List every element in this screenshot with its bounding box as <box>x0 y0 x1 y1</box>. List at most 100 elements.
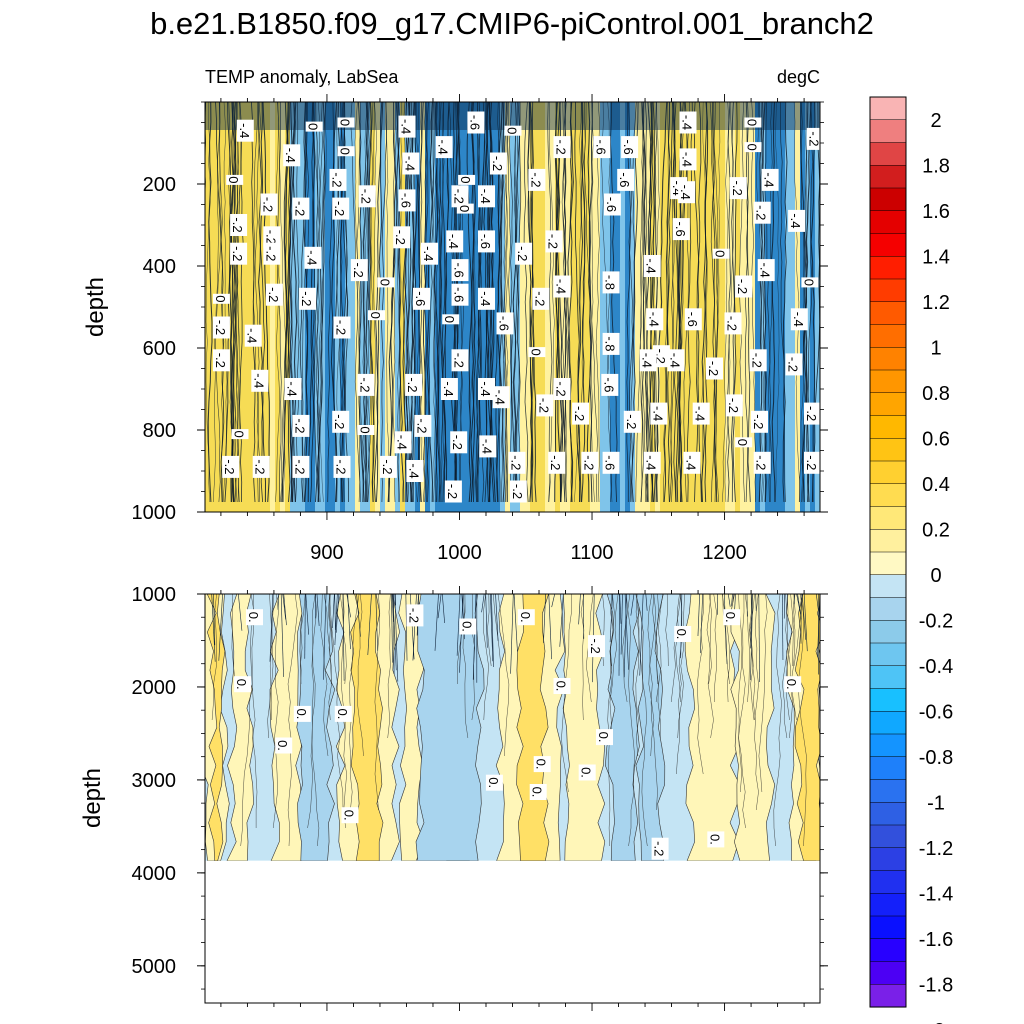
svg-text:-.2: -.2 <box>230 246 245 261</box>
svg-text:-.6: -.6 <box>497 316 512 331</box>
colorbar-swatch <box>869 893 907 917</box>
svg-text:-.2: -.2 <box>292 201 307 216</box>
lower-contour-label: -.2 <box>406 604 424 627</box>
upper-contour-label: -.2 <box>528 168 546 191</box>
upper-contour-label: 0 <box>357 425 375 435</box>
svg-text:-.2: -.2 <box>334 459 349 474</box>
upper-contour-label: 0 <box>442 314 460 325</box>
colorbar-swatch <box>869 779 907 803</box>
upper-contour-label: -.2 <box>393 226 411 249</box>
svg-text:-.2: -.2 <box>532 291 547 306</box>
upper-contour-label: -.4 <box>679 148 697 171</box>
upper-contour-label: -.4 <box>757 259 775 282</box>
lower-y-tick-label: 2000 <box>132 677 177 699</box>
svg-text:-.6: -.6 <box>593 140 608 155</box>
lower-contour-label: 0. <box>784 676 802 693</box>
colorbar-swatch <box>869 347 907 371</box>
lower-contour-label: -.2 <box>588 635 605 658</box>
svg-text:-.2: -.2 <box>490 156 505 171</box>
svg-text:-.2: -.2 <box>548 455 563 470</box>
svg-text:0.: 0. <box>518 612 533 623</box>
upper-contour-label: -.2 <box>222 455 240 478</box>
svg-text:-.6: -.6 <box>617 172 632 187</box>
svg-text:-.2: -.2 <box>351 263 366 278</box>
colorbar-swatch <box>869 802 907 826</box>
upper-contour-label: -.6 <box>621 136 639 159</box>
upper-contour-label: -.2 <box>751 410 768 433</box>
upper-contour-label: -.4 <box>398 115 416 138</box>
upper-y-axis-label: depth <box>82 277 109 337</box>
svg-text:-.4: -.4 <box>399 119 414 134</box>
svg-text:-.2: -.2 <box>299 291 314 306</box>
colorbar-swatch <box>869 256 907 280</box>
upper-contour-label: -.2 <box>292 455 310 478</box>
upper-contour-label: -.6 <box>672 218 690 241</box>
svg-text:-.2: -.2 <box>332 201 347 216</box>
upper-contour-label: -.2 <box>753 201 771 224</box>
left-subtitle: TEMP anomaly, LabSea <box>205 67 399 87</box>
upper-contour-label: -.4 <box>236 119 254 142</box>
upper-contour-label: -.4 <box>679 111 697 134</box>
colorbar-label: -0.6 <box>919 701 953 723</box>
svg-text:-.2: -.2 <box>450 435 465 450</box>
upper-contour-label: -.2 <box>329 168 347 191</box>
svg-text:0: 0 <box>213 295 228 302</box>
svg-text:-.2: -.2 <box>515 246 530 261</box>
upper-contour-label: -.2 <box>230 242 248 265</box>
colorbar-swatch <box>869 460 907 485</box>
svg-text:0: 0 <box>801 279 816 286</box>
svg-text:-.6: -.6 <box>467 115 482 130</box>
lower-contour-label: 0. <box>553 678 571 694</box>
svg-text:-.2: -.2 <box>588 639 603 654</box>
svg-text:0.: 0. <box>486 777 501 788</box>
colorbar-swatch <box>869 438 907 462</box>
upper-contour-label: -.6 <box>603 193 621 216</box>
upper-contour-label: -.4 <box>692 402 710 425</box>
upper-contour-label: -.2 <box>572 402 590 425</box>
upper-contour-label: -.6 <box>601 373 619 396</box>
svg-text:0: 0 <box>377 279 392 286</box>
colorbar-label: 0.6 <box>922 428 950 450</box>
lower-y-tick-label: 4000 <box>132 863 177 885</box>
lower-contour-label: 0. <box>674 626 692 642</box>
upper-contour-label: -.2 <box>515 242 533 265</box>
upper-contour-label: -.2 <box>509 480 527 503</box>
upper-contour-label: -.2 <box>379 455 397 478</box>
colorbar-label: -1.4 <box>919 883 953 905</box>
upper-contour-label: -.2 <box>553 136 571 159</box>
svg-text:0: 0 <box>505 127 520 134</box>
svg-text:-.6: -.6 <box>621 140 636 155</box>
svg-text:-.4: -.4 <box>478 291 493 306</box>
svg-text:-.2: -.2 <box>359 189 374 204</box>
colorbar-swatch <box>869 915 907 940</box>
upper-contour-label: -.2 <box>333 455 351 478</box>
colorbar-label: 1.2 <box>922 292 950 314</box>
svg-text:-.2: -.2 <box>393 230 408 245</box>
upper-contour-label: -.4 <box>421 242 438 265</box>
upper-contour-label: -.4 <box>479 435 497 458</box>
lower-y-tick-label: 1000 <box>132 584 177 606</box>
svg-text:0: 0 <box>357 426 372 433</box>
svg-text:-.2: -.2 <box>263 230 278 245</box>
colorbar-swatch <box>869 324 907 348</box>
upper-contour-label: -.4 <box>643 255 661 277</box>
svg-text:-.2: -.2 <box>406 608 421 623</box>
svg-text:-.4: -.4 <box>646 312 661 327</box>
colorbar-swatch <box>869 233 907 257</box>
upper-contour-label: -.4 <box>394 431 412 454</box>
colorbar-swatch <box>869 506 907 530</box>
x-tick-label: 1200 <box>702 542 747 564</box>
colorbar-swatch <box>869 210 907 235</box>
upper-contour-label: -.2 <box>735 275 753 298</box>
colorbar-swatch <box>869 529 907 553</box>
svg-text:-.6: -.6 <box>685 312 700 327</box>
upper-contour-label: -.2 <box>333 316 351 339</box>
svg-text:-.4: -.4 <box>554 279 569 294</box>
svg-text:0.: 0. <box>707 834 722 845</box>
upper-contour-label: -.2 <box>299 287 317 310</box>
svg-text:-.2: -.2 <box>330 172 345 187</box>
lower-contour-label: 0. <box>341 807 359 824</box>
colorbar-swatch <box>869 733 907 758</box>
svg-text:-.4: -.4 <box>788 213 803 228</box>
